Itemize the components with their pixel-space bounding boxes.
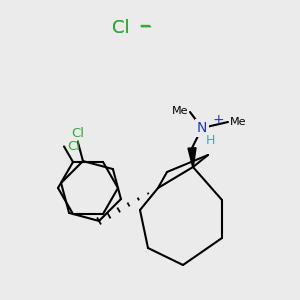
Text: N: N <box>197 121 207 135</box>
Text: Cl: Cl <box>71 127 84 140</box>
Text: Me: Me <box>230 117 247 127</box>
Text: +: + <box>212 113 224 127</box>
Text: −: − <box>138 18 152 36</box>
Text: Cl: Cl <box>67 140 80 153</box>
Text: Cl: Cl <box>112 19 130 37</box>
Text: −: − <box>138 19 151 34</box>
Text: Cl: Cl <box>112 19 130 37</box>
Polygon shape <box>188 148 196 167</box>
Text: Me: Me <box>172 106 188 116</box>
Text: H: H <box>205 134 215 146</box>
